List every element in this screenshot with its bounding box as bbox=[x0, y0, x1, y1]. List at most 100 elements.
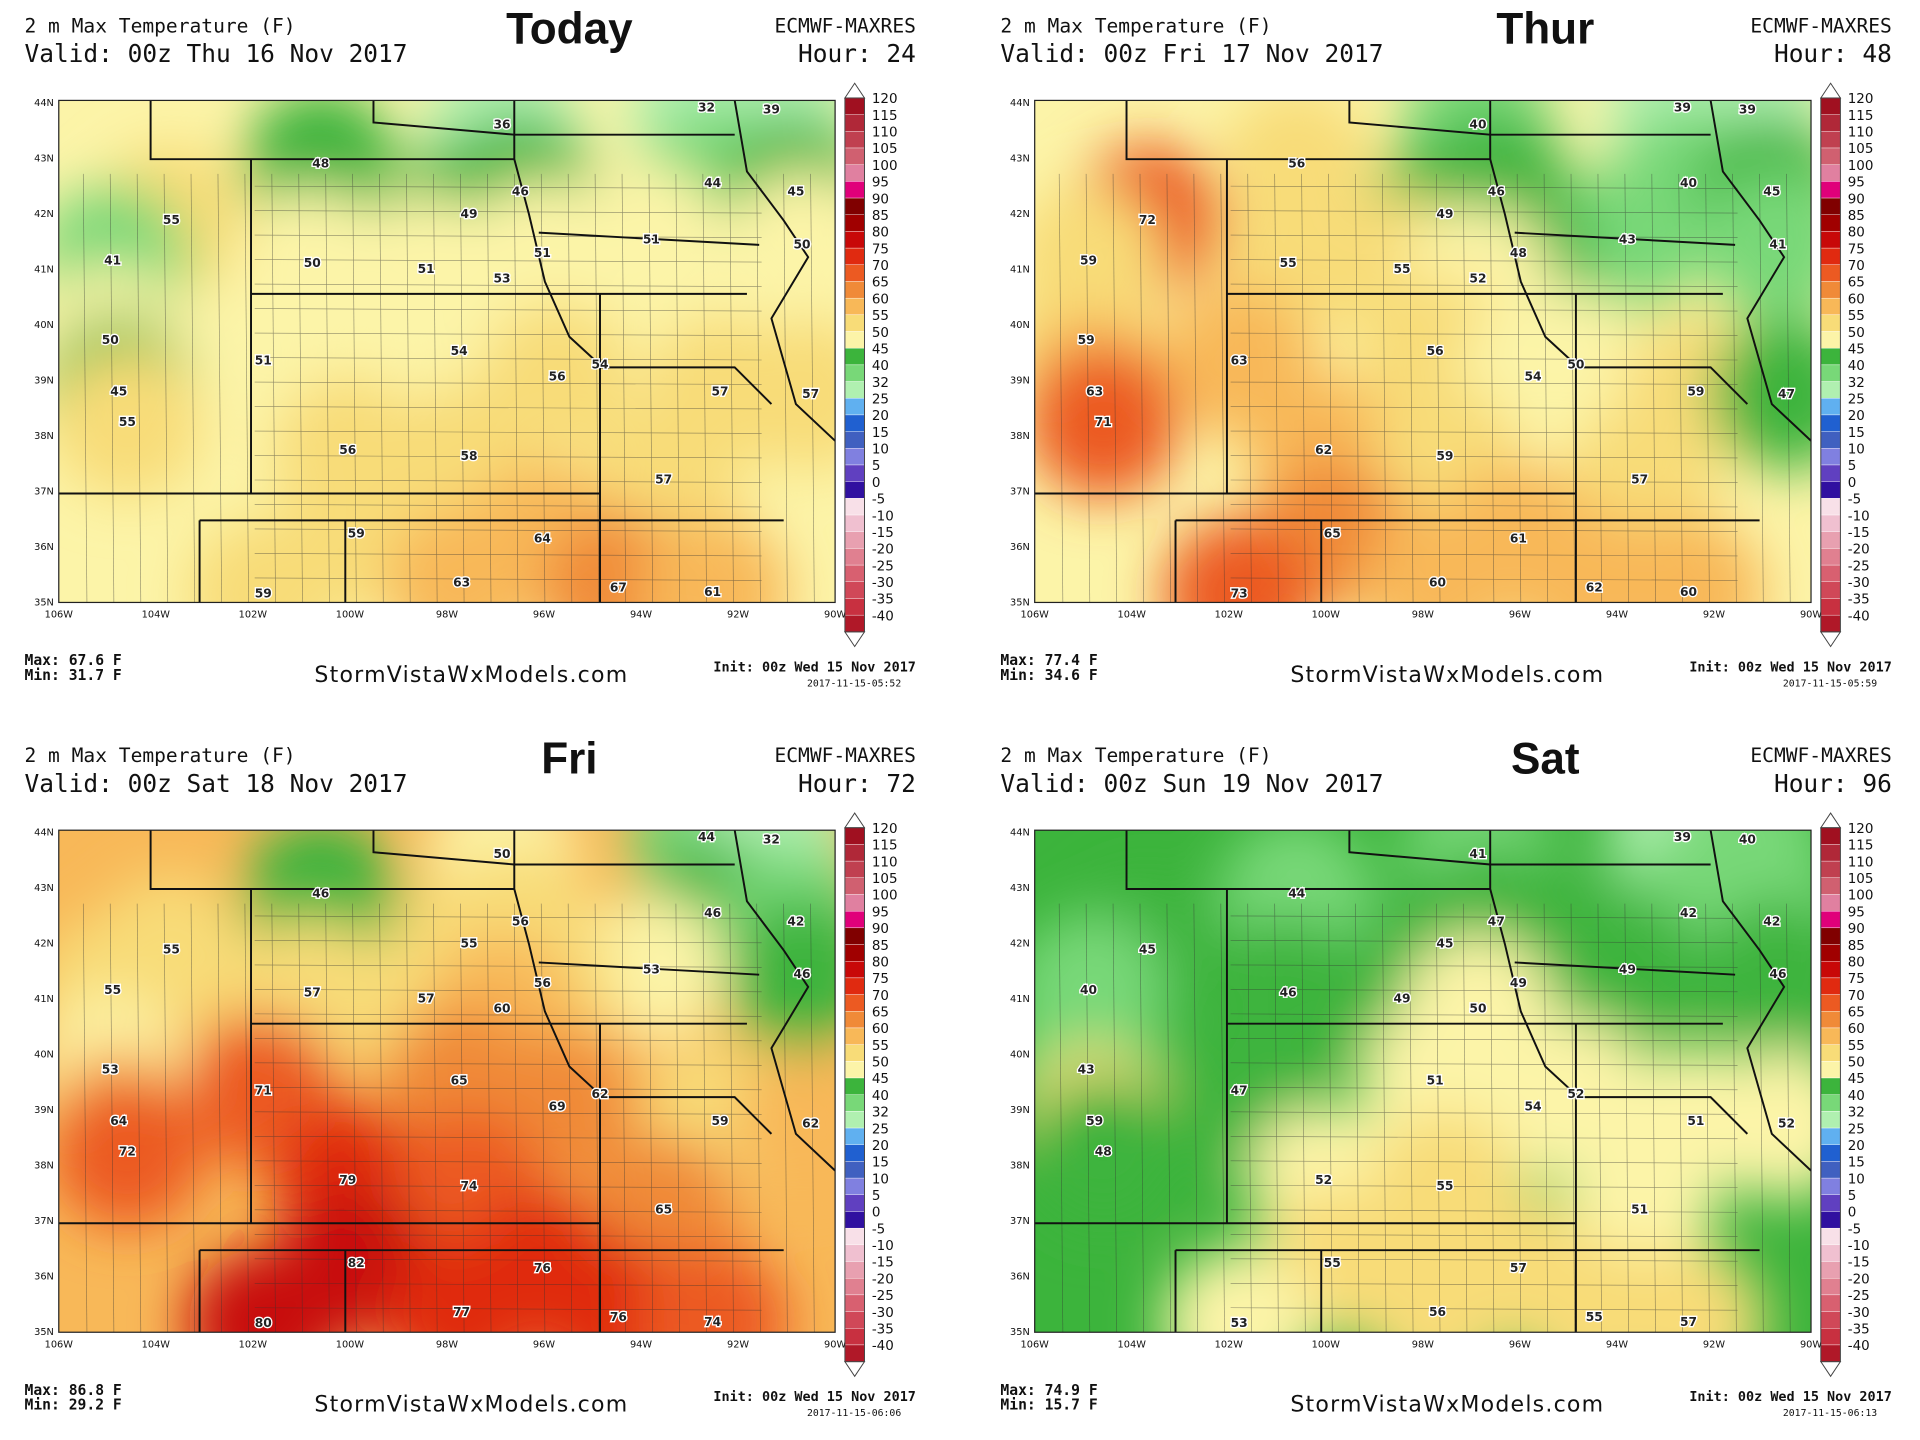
county-line bbox=[1516, 903, 1522, 1333]
point-value: 59 bbox=[348, 526, 365, 540]
colorbar-label: 100 bbox=[1848, 889, 1874, 904]
colorbar-cell bbox=[1820, 1011, 1841, 1029]
point-value: 64 bbox=[110, 1114, 127, 1128]
colorbar-cell bbox=[1820, 431, 1841, 449]
colorbar-cell bbox=[844, 114, 865, 132]
county-line bbox=[1193, 173, 1198, 603]
colorbar-label: -30 bbox=[872, 1306, 894, 1321]
colorbar-frame bbox=[844, 827, 865, 1363]
colorbar-cell bbox=[1820, 961, 1841, 979]
point-value: 52 bbox=[1315, 1173, 1332, 1187]
point-value: 45 bbox=[110, 384, 127, 398]
colorbar-cell bbox=[844, 247, 865, 265]
state-border bbox=[1709, 100, 1812, 442]
colorbar-label: 85 bbox=[872, 209, 889, 224]
county-line bbox=[1230, 553, 1738, 557]
county-line bbox=[1409, 903, 1414, 1333]
point-value: 52 bbox=[1567, 1087, 1584, 1101]
county-line bbox=[1230, 357, 1738, 361]
colorbar-cell bbox=[844, 498, 865, 516]
panel: 2 m Max Temperature (F)Valid: 00z Sat 18… bbox=[24, 734, 915, 1419]
point-value: 65 bbox=[451, 1074, 468, 1088]
county-line bbox=[1570, 173, 1575, 603]
point-value: 74 bbox=[460, 1179, 477, 1193]
county-line bbox=[1230, 915, 1738, 919]
point-value: 42 bbox=[787, 915, 804, 929]
colorbar-cell bbox=[844, 197, 865, 215]
lon-label: 100W bbox=[1312, 1339, 1341, 1350]
lon-label: 92W bbox=[727, 610, 749, 621]
colorbar-label: -40 bbox=[872, 1339, 894, 1354]
colorbar-label: -35 bbox=[1848, 1322, 1870, 1337]
state-border bbox=[149, 100, 515, 161]
colorbar-label: 100 bbox=[1848, 159, 1874, 174]
county-line bbox=[1230, 1185, 1738, 1189]
point-value: 41 bbox=[104, 253, 121, 267]
county-line bbox=[1085, 173, 1091, 603]
county-line bbox=[1436, 903, 1441, 1333]
point-value: 49 bbox=[460, 207, 477, 221]
colorbar-cell bbox=[844, 1227, 865, 1246]
temperature-blob bbox=[1702, 898, 1812, 1051]
county-line bbox=[1230, 1062, 1738, 1066]
county-line bbox=[254, 283, 762, 287]
county-line bbox=[298, 903, 303, 1333]
point-value: 47 bbox=[1231, 1084, 1248, 1098]
point-value: 55 bbox=[1436, 1179, 1453, 1193]
county-line bbox=[487, 903, 492, 1333]
county-line bbox=[254, 1062, 762, 1066]
colorbar-cell bbox=[1820, 614, 1841, 633]
colorbar-cell bbox=[844, 844, 865, 862]
colorbar-frame bbox=[1820, 827, 1841, 1363]
point-value: 55 bbox=[1586, 1310, 1603, 1324]
county-line bbox=[1328, 173, 1333, 603]
colorbar-cell bbox=[1820, 481, 1841, 499]
point-value: 44 bbox=[704, 176, 721, 190]
county-line bbox=[1274, 903, 1279, 1333]
lat-label: 41N bbox=[34, 994, 54, 1005]
county-line bbox=[1230, 1087, 1738, 1091]
valid-time: Valid: 00z Sat 18 Nov 2017 bbox=[24, 769, 407, 798]
lat-label: 41N bbox=[1010, 264, 1030, 275]
colorbar-label: 75 bbox=[1848, 972, 1865, 987]
state-borders bbox=[1034, 830, 1812, 1333]
colorbar-label: 105 bbox=[872, 142, 898, 157]
point-value: 44 bbox=[698, 830, 715, 844]
lat-label: 37N bbox=[34, 1216, 54, 1227]
lon-label: 90W bbox=[1800, 610, 1822, 621]
colorbar-label: 110 bbox=[1848, 126, 1874, 141]
colorbar-label: 15 bbox=[872, 426, 889, 441]
colorbar-cell bbox=[1820, 860, 1841, 878]
lon-label: 104W bbox=[1118, 610, 1147, 621]
county-line bbox=[325, 903, 330, 1333]
point-value: 45 bbox=[1139, 943, 1156, 957]
point-value: 59 bbox=[1078, 333, 1095, 347]
colorbar-label: -5 bbox=[872, 493, 885, 508]
colorbar-label: 15 bbox=[1848, 1156, 1865, 1171]
colorbar-cell bbox=[1820, 994, 1841, 1012]
lon-label: 94W bbox=[1606, 610, 1628, 621]
county-line bbox=[254, 1013, 762, 1017]
lat-label: 40N bbox=[1010, 1050, 1030, 1061]
init-time: Init: 00z Wed 15 Nov 2017 bbox=[713, 659, 916, 675]
point-value: 76 bbox=[534, 1261, 551, 1275]
colorbar-label: 45 bbox=[1848, 1072, 1865, 1087]
colorbar-label: 80 bbox=[1848, 226, 1865, 241]
state-border bbox=[600, 1096, 773, 1135]
colorbar-label: 120 bbox=[872, 92, 898, 107]
colorbar-cell bbox=[844, 131, 865, 149]
point-value: 55 bbox=[163, 943, 180, 957]
colorbar-label: -30 bbox=[1848, 576, 1870, 591]
colorbar-cell bbox=[844, 1027, 865, 1045]
lon-label: 104W bbox=[142, 1339, 171, 1350]
point-value: 46 bbox=[1280, 986, 1297, 1000]
colorbar-label: 55 bbox=[872, 309, 889, 324]
state-border bbox=[538, 961, 760, 976]
colorbar-cell bbox=[844, 1044, 865, 1062]
state-border bbox=[1575, 366, 1749, 405]
colorbar-label: -20 bbox=[872, 1272, 894, 1287]
forecast-hour: Hour: 24 bbox=[798, 39, 916, 68]
county-line bbox=[1247, 903, 1252, 1333]
county-line bbox=[1230, 1136, 1738, 1140]
county-line bbox=[254, 259, 762, 263]
